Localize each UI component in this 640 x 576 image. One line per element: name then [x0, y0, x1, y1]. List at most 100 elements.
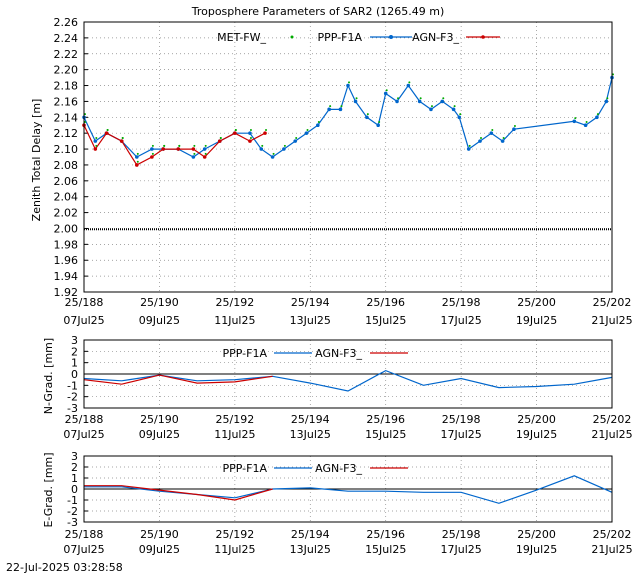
y-tick-label: 2.18: [54, 80, 79, 93]
data-point-ppp-f1a: [604, 99, 609, 104]
data-point-met: [366, 113, 369, 116]
data-point-ppp-f1a: [583, 123, 588, 128]
data-point-agn-f3_: [161, 147, 165, 151]
chart-title: Troposphere Parameters of SAR2 (1265.49 …: [191, 5, 445, 18]
legend-label-agn: AGN-F3_: [412, 31, 459, 44]
data-point-agn-f3_: [217, 139, 222, 143]
y-axis-label-ngrad: N-Grad. [mm]: [42, 338, 55, 414]
y-tick-label: 2.04: [54, 191, 79, 204]
x-tick-label-bottom: 11Jul25: [214, 428, 255, 441]
data-point-ppp-f1a: [406, 83, 411, 88]
x-tick-label-top: 25/194: [291, 528, 330, 541]
x-tick-label-bottom: 07Jul25: [63, 314, 104, 327]
data-point-ppp-f1a: [383, 91, 388, 96]
data-point-met: [329, 105, 332, 108]
x-tick-label-bottom: 15Jul25: [365, 428, 406, 441]
data-point-met: [219, 136, 222, 139]
data-point-ppp-f1a: [304, 131, 309, 135]
data-point-ppp-f1a: [500, 139, 505, 143]
x-tick-label-top: 25/192: [216, 528, 255, 541]
y-tick-label: 2.24: [54, 32, 79, 45]
data-point-met: [385, 89, 388, 92]
data-point-met: [193, 152, 196, 155]
series-line-agn-f3_: [83, 374, 273, 385]
x-tick-label-bottom: 11Jul25: [214, 543, 255, 556]
x-tick-label-bottom: 09Jul25: [139, 543, 180, 556]
data-point-met: [272, 152, 275, 155]
y-tick-label: 2: [71, 461, 78, 474]
x-tick-label-bottom: 19Jul25: [516, 543, 557, 556]
data-point-ppp-f1a: [478, 139, 482, 143]
x-tick-label-top: 25/190: [140, 528, 179, 541]
data-point-agn-f3_: [176, 147, 181, 151]
data-point-met: [480, 136, 482, 139]
data-point-ppp-f1a: [150, 147, 154, 151]
data-point-met: [106, 129, 109, 131]
y-tick-label: 1: [71, 357, 78, 370]
x-tick-label-bottom: 17Jul25: [441, 314, 482, 327]
y-tick-label: 2.02: [54, 207, 79, 220]
x-tick-label-top: 25/192: [216, 296, 255, 309]
y-tick-label: 2.20: [54, 64, 79, 77]
data-point-met: [355, 97, 358, 100]
x-tick-label-top: 25/202: [593, 296, 632, 309]
y-tick-label: 2.10: [54, 143, 79, 156]
y-tick-label: 3: [71, 334, 78, 347]
x-tick-label-top: 25/200: [517, 528, 556, 541]
y-tick-label: 2.22: [54, 48, 79, 61]
x-tick-label-top: 25/198: [442, 413, 481, 426]
data-point-ppp-f1a: [440, 99, 445, 104]
data-point-met: [163, 144, 166, 147]
x-tick-label-bottom: 17Jul25: [441, 428, 482, 441]
y-tick-label: 2.12: [54, 127, 79, 140]
data-point-met: [306, 129, 309, 131]
data-point-met: [136, 152, 139, 155]
plot-frame: [83, 339, 613, 409]
data-point-met: [453, 105, 456, 108]
y-tick-label: 1.94: [54, 270, 79, 283]
data-point-ppp-f1a: [202, 147, 207, 151]
series-line-ppp-f1a: [84, 475, 613, 504]
data-point-agn-f3_: [93, 147, 98, 151]
legend-label-ppp: PPP-F1A: [318, 31, 363, 44]
x-tick-label-top: 25/196: [366, 413, 405, 426]
y-axis-label-egrad: E-Grad. [mm]: [42, 452, 55, 527]
data-point-met: [574, 117, 577, 120]
data-point-ppp-f1a: [489, 131, 494, 135]
data-point-met: [340, 105, 343, 108]
data-point-ppp-f1a: [346, 83, 350, 88]
x-tick-label-bottom: 07Jul25: [63, 428, 104, 441]
x-tick-label-top: 25/188: [65, 528, 104, 541]
data-point-met: [261, 144, 264, 147]
x-tick-label-top: 25/200: [517, 413, 556, 426]
data-point-ppp-f1a: [595, 115, 599, 120]
data-point-met: [121, 136, 124, 139]
timestamp-footer: 22-Jul-2025 03:28:58: [6, 561, 123, 574]
x-tick-label-top: 25/192: [216, 413, 255, 426]
data-point-met: [249, 136, 252, 139]
x-tick-label-top: 25/202: [593, 413, 632, 426]
data-point-met: [459, 113, 462, 116]
x-tick-label-top: 25/196: [366, 528, 405, 541]
data-point-ppp-f1a: [282, 147, 286, 151]
data-point-met: [204, 152, 207, 155]
y-tick-label: -2: [67, 391, 78, 404]
data-point-agn-f3_: [233, 131, 237, 135]
data-point-met: [430, 105, 433, 108]
data-point-ppp-f1a: [376, 123, 380, 128]
data-point-agn-f3_: [104, 131, 109, 135]
data-point-ppp-f1a: [327, 107, 331, 112]
legend-label-ppp-n: PPP-F1A: [223, 347, 268, 360]
y-tick-label: -1: [67, 494, 78, 507]
data-point-ppp-f1a: [395, 99, 399, 104]
data-point-ppp-f1a: [466, 147, 471, 151]
x-tick-label-bottom: 13Jul25: [290, 543, 331, 556]
legend-label-agn-e: AGN-F3_: [315, 462, 362, 475]
data-point-ppp-f1a: [259, 147, 264, 151]
data-point-ppp-f1a: [512, 127, 516, 132]
data-point-met: [442, 97, 445, 100]
y-tick-label: -2: [67, 505, 78, 518]
y-tick-label: 2.26: [54, 16, 79, 29]
y-tick-label: 1.92: [54, 286, 79, 299]
x-tick-label-bottom: 13Jul25: [290, 428, 331, 441]
